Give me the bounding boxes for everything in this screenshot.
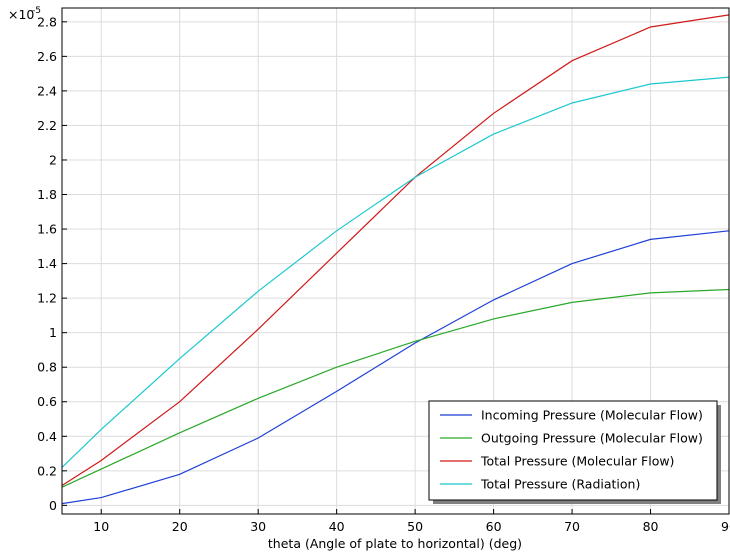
y-tick-label: 2.4 <box>37 83 57 98</box>
y-tick-label: 0.8 <box>37 360 57 375</box>
y-tick-label: 1.4 <box>37 256 57 271</box>
x-tick-label: 90 <box>721 519 730 534</box>
x-tick-label: 40 <box>329 519 345 534</box>
y-tick-label: 0.4 <box>37 429 57 444</box>
series-line <box>61 230 730 505</box>
y-tick-label: 0.2 <box>37 463 57 478</box>
legend-box <box>428 400 718 501</box>
legend-label: Total Pressure (Molecular Flow) <box>480 454 674 469</box>
legend-label: Incoming Pressure (Molecular Flow) <box>481 408 703 423</box>
y-tick-label: 2.8 <box>37 14 57 29</box>
exponent-power: -5 <box>32 6 41 16</box>
y-tick-label: 1.6 <box>37 222 57 237</box>
series-lines <box>61 14 730 505</box>
x-tick-label: 30 <box>250 519 266 534</box>
y-tick-label: 0.6 <box>37 394 57 409</box>
y-axis-exponent: ×10 -5 <box>8 6 41 22</box>
x-tick-label: 50 <box>407 519 423 534</box>
x-axis-label: theta (Angle of plate to horizontal) (de… <box>268 536 522 551</box>
x-tick-label: 80 <box>643 519 659 534</box>
x-tick-label: 60 <box>486 519 502 534</box>
legend-label: Outgoing Pressure (Molecular Flow) <box>481 431 703 446</box>
y-tick-label: 2.6 <box>37 49 57 64</box>
series-line <box>61 76 730 468</box>
plot-frame <box>61 7 730 515</box>
legend-label: Total Pressure (Radiation) <box>480 477 640 492</box>
y-tick-label: 2.2 <box>37 118 57 133</box>
x-tick-label: 70 <box>564 519 580 534</box>
series-line <box>61 288 730 488</box>
y-tick-label: 2 <box>49 152 57 167</box>
legend-items: Incoming Pressure (Molecular Flow) Outgoi… <box>440 408 703 492</box>
axis-ticks: 10 20 30 40 50 60 70 80 90 0 0.2 0.4 0.6 0.8 1 1.2 1.4 1.… <box>37 14 730 534</box>
exponent-base: ×10 <box>8 7 34 22</box>
y-tick-label: 1.2 <box>37 291 57 306</box>
y-tick-label: 1 <box>49 325 57 340</box>
x-tick-label: 10 <box>93 519 109 534</box>
y-tick-label: 0 <box>49 498 57 513</box>
legend: Incoming Pressure (Molecular Flow) Outgoi… <box>428 400 721 504</box>
series-line <box>61 14 730 487</box>
x-tick-label: 20 <box>172 519 188 534</box>
y-tick-label: 1.8 <box>37 187 57 202</box>
